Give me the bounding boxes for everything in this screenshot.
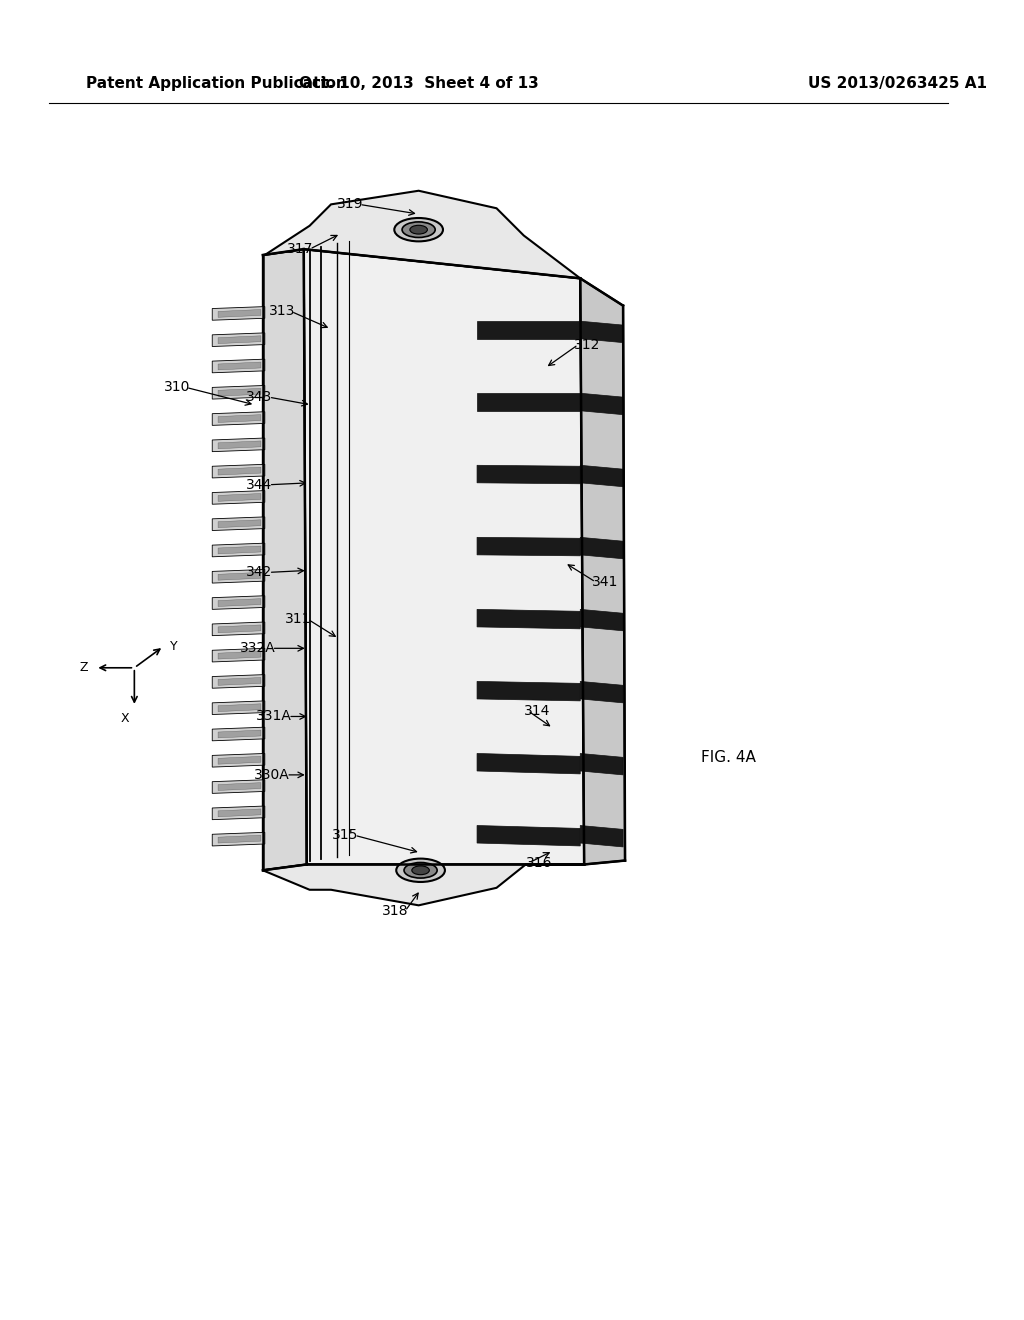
Polygon shape [212,648,265,661]
Polygon shape [218,388,261,396]
Text: Patent Application Publication: Patent Application Publication [86,77,346,91]
Polygon shape [218,414,261,422]
Polygon shape [263,249,306,870]
Text: 332A: 332A [240,642,275,655]
Polygon shape [581,279,625,865]
Polygon shape [212,727,265,741]
Polygon shape [218,756,261,764]
Polygon shape [218,494,261,502]
Polygon shape [265,190,581,279]
Polygon shape [581,537,623,558]
Polygon shape [218,309,261,317]
Text: 313: 313 [268,305,295,318]
Text: Z: Z [80,661,88,675]
Polygon shape [212,595,265,610]
Polygon shape [581,393,623,414]
Polygon shape [263,865,584,906]
Text: 310: 310 [164,380,189,395]
Polygon shape [218,362,261,370]
Text: 316: 316 [525,855,552,870]
Polygon shape [477,610,581,628]
Polygon shape [477,681,581,701]
Text: 315: 315 [332,828,358,842]
Polygon shape [212,438,265,451]
Ellipse shape [394,218,443,242]
Polygon shape [477,754,581,774]
Polygon shape [0,17,997,1303]
Polygon shape [218,651,261,659]
Polygon shape [218,783,261,791]
Polygon shape [218,599,261,606]
Polygon shape [218,730,261,738]
Text: US 2013/0263425 A1: US 2013/0263425 A1 [808,77,987,91]
Ellipse shape [404,862,437,878]
Polygon shape [212,807,265,820]
Text: 342: 342 [247,565,272,579]
Polygon shape [212,359,265,372]
Polygon shape [581,681,623,702]
Text: 344: 344 [247,478,272,492]
Text: FIG. 4A: FIG. 4A [700,750,756,764]
Polygon shape [212,412,265,425]
Polygon shape [212,385,265,399]
Text: 317: 317 [287,242,313,256]
Ellipse shape [412,866,429,875]
Polygon shape [304,249,584,865]
Polygon shape [212,491,265,504]
Text: Oct. 10, 2013  Sheet 4 of 13: Oct. 10, 2013 Sheet 4 of 13 [299,77,539,91]
Polygon shape [218,520,261,528]
Polygon shape [581,465,623,487]
Polygon shape [212,675,265,688]
Text: 343: 343 [247,391,272,404]
Polygon shape [218,546,261,554]
Ellipse shape [410,226,427,234]
Polygon shape [581,321,623,343]
Text: 318: 318 [382,904,409,919]
Polygon shape [212,622,265,636]
Polygon shape [218,809,261,817]
Text: 330A: 330A [254,768,290,781]
Text: 311: 311 [285,612,311,626]
Text: 341: 341 [592,576,618,589]
Polygon shape [477,465,581,484]
Text: 319: 319 [337,198,364,211]
Ellipse shape [402,222,435,238]
Polygon shape [212,569,265,583]
Polygon shape [212,780,265,793]
Polygon shape [477,825,581,846]
Polygon shape [212,517,265,531]
Polygon shape [218,624,261,632]
Text: X: X [120,711,129,725]
Text: Y: Y [170,640,177,653]
Polygon shape [218,467,261,475]
Polygon shape [218,441,261,449]
Polygon shape [477,393,581,411]
Ellipse shape [396,858,444,882]
Polygon shape [212,333,265,347]
Polygon shape [218,704,261,711]
Text: 314: 314 [524,704,550,718]
Polygon shape [218,677,261,685]
Polygon shape [212,543,265,557]
Polygon shape [218,335,261,343]
Polygon shape [218,573,261,581]
Polygon shape [477,321,581,339]
Polygon shape [212,754,265,767]
Text: 331A: 331A [256,709,292,723]
Polygon shape [212,306,265,321]
Polygon shape [477,537,581,556]
Polygon shape [581,754,623,775]
Polygon shape [581,825,623,847]
Polygon shape [218,836,261,843]
Polygon shape [212,465,265,478]
Text: 312: 312 [574,338,601,351]
Polygon shape [212,701,265,714]
Polygon shape [212,833,265,846]
Polygon shape [581,610,623,631]
